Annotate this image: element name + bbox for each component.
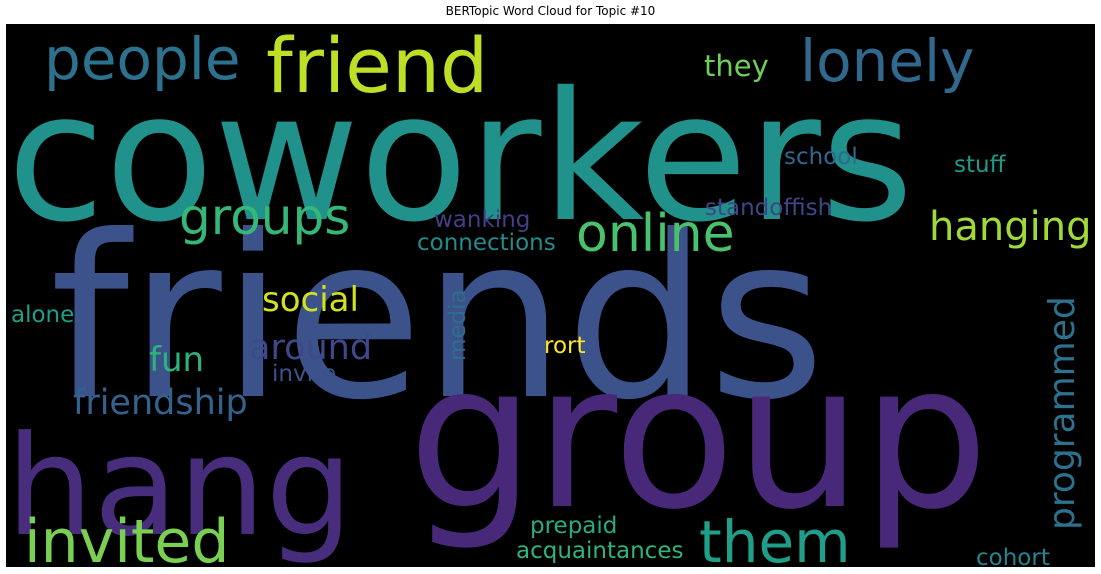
word-invited: invited (24, 507, 229, 567)
word-friend: friend (266, 24, 488, 110)
word-connections: connections (417, 230, 556, 256)
word-friendship: friendship (73, 383, 248, 423)
word-hang: hang (6, 406, 353, 567)
word-them: them (699, 508, 851, 567)
word-wanking: wanking (434, 207, 530, 233)
word-stuff: stuff (954, 152, 1007, 178)
word-fun: fun (149, 340, 204, 380)
word-people: people (44, 25, 241, 93)
word-friends: friends (50, 188, 825, 450)
word-programmed: programmed (1042, 296, 1083, 530)
chart-title: BERTopic Word Cloud for Topic #10 (445, 4, 656, 18)
word-media: media (445, 289, 471, 361)
word-hanging: hanging (929, 204, 1091, 250)
word-coworkers: coworkers (7, 54, 914, 261)
word-cohort: cohort (976, 545, 1050, 567)
word-they: they (704, 49, 769, 83)
word-invite: invite (272, 361, 336, 387)
word-alone: alone (11, 302, 74, 328)
word-cloud-canvas: coworkers friends group hang friend invited pe… (6, 24, 1095, 567)
word-standoffish: standoffish (705, 195, 832, 221)
word-rort: rort (544, 333, 586, 359)
word-around: around (249, 328, 372, 368)
word-social: social (262, 280, 359, 320)
word-acquaintances: acquaintances (516, 538, 683, 564)
word-group: group (408, 321, 989, 554)
word-groups: groups (179, 188, 350, 246)
word-lonely: lonely (800, 27, 974, 95)
word-prepaid: prepaid (530, 513, 617, 539)
word-online: online (576, 204, 735, 264)
word-school: school (784, 144, 858, 170)
